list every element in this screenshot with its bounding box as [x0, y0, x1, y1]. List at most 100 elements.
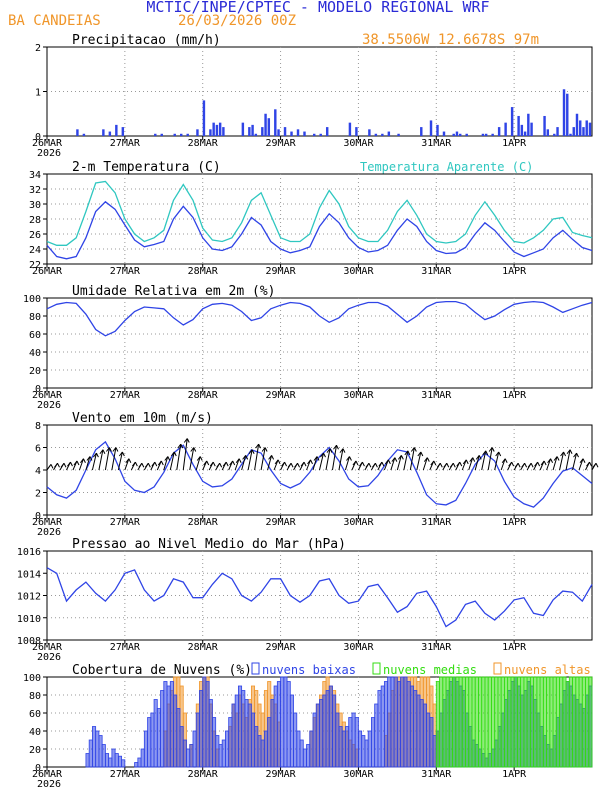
cloud-bar-nuvens-baixas: [121, 759, 126, 768]
precip-bar: [202, 100, 206, 136]
cloud-bar-nuvens-baixas: [286, 681, 291, 768]
precip-bar: [173, 133, 176, 136]
precip-bar: [368, 129, 371, 136]
cloud-bar-nuvens-baixas: [212, 717, 217, 768]
rh-year-label: 2026: [37, 400, 61, 411]
wind-vector-head: [183, 438, 190, 443]
precip-bar: [261, 127, 264, 136]
wind-vector: [468, 457, 474, 471]
wind-vector: [559, 451, 565, 471]
pressure-ytick-label: 1014: [17, 569, 41, 580]
wind-vector-head: [404, 450, 411, 456]
wind-vector-head: [560, 451, 567, 457]
cloud-bar-nuvens-baixas: [358, 730, 363, 768]
cloud-bar-nuvens-baixas: [150, 712, 155, 768]
cloud-bar-nuvens-medias: [585, 676, 590, 768]
wind-vector: [163, 456, 169, 471]
precip-bar: [491, 133, 494, 136]
precip-bar: [313, 133, 316, 136]
precip-bar: [585, 120, 588, 136]
precip-bar: [553, 133, 556, 136]
cloud-bar-nuvens-medias: [572, 676, 577, 768]
wind-vector-head: [346, 456, 352, 461]
wind-vector-head: [60, 462, 67, 468]
clouds-xtick-label: 30MAR: [343, 769, 374, 780]
cloud-bar-nuvens-baixas: [85, 753, 90, 768]
wind-vector-head: [579, 458, 586, 464]
precip-year-label: 2026: [37, 148, 61, 159]
cloud-bar-nuvens-baixas: [276, 681, 281, 768]
precip-bar: [121, 127, 125, 136]
precip-bar: [248, 127, 251, 136]
wind-vector-head: [501, 458, 508, 464]
cloud-bar-nuvens-medias: [542, 676, 547, 768]
cloud-bar-nuvens-baixas: [367, 730, 372, 768]
wind-vector: [260, 447, 266, 471]
wind-vector-head: [540, 460, 547, 466]
wind-vector-head: [80, 458, 86, 464]
precip-xtick-label: 29MAR: [266, 138, 297, 149]
pressure-ytick-label: 1012: [17, 592, 41, 603]
precip-bar: [543, 115, 546, 136]
cloud-bar-nuvens-medias: [575, 676, 580, 768]
wind-vector-head: [242, 455, 249, 460]
temp-xtick-label: 28MAR: [188, 266, 219, 277]
header-coords: 38.5506W 12.6678S 97m: [362, 32, 539, 48]
wind-xtick-label: 28MAR: [188, 517, 219, 528]
cloud-bar-nuvens-baixas: [186, 748, 191, 768]
wind-vector-head: [170, 451, 177, 457]
cloud-bar-nuvens-medias: [588, 676, 593, 768]
precip-bar: [277, 129, 280, 136]
cloud-legend-label: nuvens baixas: [262, 663, 356, 677]
clouds-xtick-label: 31MAR: [421, 769, 452, 780]
panel-pressure: 26MAR 27MAR 28MAR 29MAR 30MAR 31MAR 1APR 2026 10…: [17, 537, 593, 663]
cloud-bar-nuvens-baixas: [95, 730, 100, 768]
cloud-bar-nuvens-baixas: [296, 730, 301, 768]
wind-ytick-label: 4: [35, 466, 41, 477]
cloud-bar-nuvens-baixas: [374, 703, 379, 768]
cloud-bar-nuvens-baixas: [413, 690, 418, 768]
wind-vector: [267, 455, 273, 471]
rh-frame: [46, 297, 593, 389]
cloud-bar-nuvens-baixas: [406, 681, 411, 768]
wind-vector-head: [274, 459, 281, 465]
rh-ytick-label: 0: [35, 384, 41, 395]
wind-vector-head: [144, 462, 151, 468]
precip-bar: [562, 89, 566, 136]
precip-bar: [154, 133, 157, 136]
wind-vector: [344, 456, 350, 471]
precip-xtick-label: 30MAR: [343, 138, 374, 149]
wind-vector: [403, 450, 409, 471]
wind-vector-head: [105, 447, 112, 452]
cloud-bar-nuvens-baixas: [202, 676, 207, 768]
wind-vector-head: [138, 462, 145, 468]
precip-bar: [267, 118, 271, 136]
wind-vector-head: [209, 461, 216, 467]
cloud-bar-nuvens-medias: [481, 676, 486, 768]
wind-vector: [338, 448, 344, 471]
precip-xtick-label: 27MAR: [110, 138, 141, 149]
cloud-bar-nuvens-medias: [461, 676, 466, 768]
wind-vector-head: [586, 461, 592, 467]
precip-bar: [484, 133, 488, 136]
wind-vector-head: [534, 461, 541, 467]
cloud-bar-nuvens-baixas: [390, 676, 395, 768]
rh-xtick-label: 27MAR: [110, 390, 141, 401]
precip-bar: [510, 107, 514, 136]
cloud-bar-nuvens-baixas: [396, 681, 402, 768]
cloud-bar-nuvens-baixas: [400, 676, 405, 768]
precip-title: Precipitacao (mm/h): [72, 33, 221, 48]
precip-bar: [180, 133, 183, 136]
cloud-bar-nuvens-medias: [458, 676, 463, 768]
cloud-bar-nuvens-baixas: [302, 748, 307, 768]
wind-vector-head: [164, 456, 171, 461]
cloud-bar-nuvens-baixas: [280, 676, 285, 768]
pressure-ytick-label: 1008: [17, 636, 41, 647]
wind-vector: [247, 449, 253, 471]
wind-vector-head: [372, 462, 378, 468]
precip-bar: [530, 122, 533, 136]
wind-vector-head: [456, 461, 463, 467]
precip-bar: [283, 127, 287, 136]
cloud-bar-nuvens-baixas: [192, 730, 197, 768]
